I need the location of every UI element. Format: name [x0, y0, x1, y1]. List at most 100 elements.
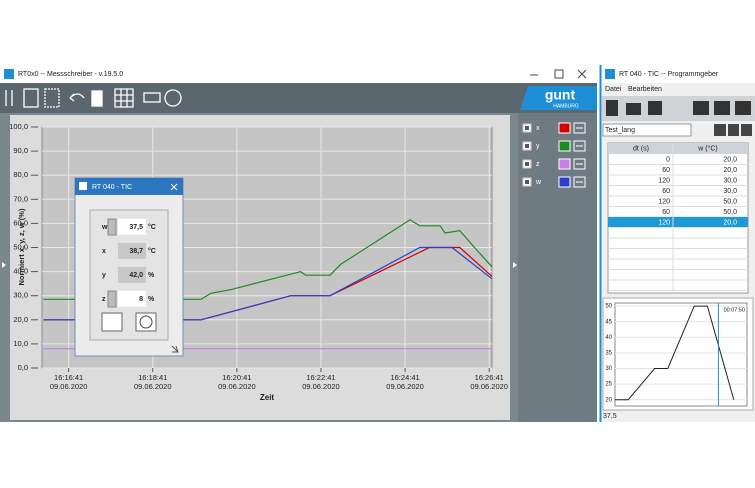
- cell: 50,0: [723, 209, 737, 216]
- close-button[interactable]: [577, 69, 587, 79]
- column-header: w (°C): [697, 144, 718, 152]
- cell: 120: [658, 198, 670, 205]
- value-field[interactable]: [118, 219, 146, 235]
- menu-item[interactable]: Datei: [605, 86, 622, 93]
- field-label: y: [102, 272, 106, 279]
- cell: 30,0: [723, 188, 737, 195]
- field-value: 37,5: [129, 224, 143, 231]
- program-title-bar: [602, 65, 755, 83]
- program-toolbar: [602, 96, 755, 121]
- cell: 120: [658, 219, 670, 226]
- help-button[interactable]: [164, 89, 182, 107]
- cell: 50,0: [723, 198, 737, 205]
- y-tick-label: 100,0: [9, 122, 28, 131]
- cursor-label: 00:07:50: [724, 307, 745, 313]
- legend-line-button[interactable]: [573, 158, 586, 170]
- y-tick-label: 45: [605, 319, 612, 325]
- y-tick-label: 10,0: [13, 339, 28, 348]
- legend-color[interactable]: [558, 140, 571, 152]
- app-icon: [4, 69, 14, 79]
- auto-button[interactable]: [135, 312, 157, 332]
- delete-button[interactable]: [91, 90, 103, 107]
- field-unit: %: [148, 296, 155, 303]
- x-tick-label: 16:22:41: [306, 373, 335, 382]
- logo: [520, 86, 597, 110]
- x-tick-date: 09.06.2020: [302, 382, 340, 391]
- grid-button[interactable]: [114, 88, 134, 108]
- y-tick-label: 50: [605, 304, 612, 310]
- field-value: 42,0: [129, 272, 143, 279]
- program-icon: [605, 69, 615, 79]
- pause-button[interactable]: [728, 124, 739, 136]
- legend-line-button[interactable]: [573, 122, 586, 134]
- series-line: [43, 246, 493, 321]
- legend-label: x: [536, 125, 540, 132]
- spin-button[interactable]: [107, 290, 117, 308]
- spin-button[interactable]: [107, 218, 117, 236]
- resize-grip: [171, 345, 179, 353]
- legend-line-button[interactable]: [573, 176, 586, 188]
- window-title: RT0x0 -- Messschreiber - v.19.5.0: [18, 71, 123, 78]
- y-tick-label: 35: [605, 351, 612, 357]
- export-button[interactable]: [23, 88, 39, 108]
- undo-button[interactable]: [69, 93, 85, 102]
- x-tick-label: 16:18:41: [138, 373, 167, 382]
- field-label: z: [102, 296, 106, 303]
- open-button[interactable]: [626, 103, 641, 115]
- series-line: [43, 219, 493, 300]
- edit-button[interactable]: [735, 101, 751, 115]
- status-value: 37,5: [603, 413, 617, 420]
- legend-line-button[interactable]: [573, 140, 586, 152]
- legend-color[interactable]: [558, 122, 571, 134]
- cell: 60: [662, 209, 670, 216]
- y-tick-label: 90,0: [13, 146, 28, 155]
- maximize-button[interactable]: [554, 69, 564, 79]
- x-tick-date: 09.06.2020: [386, 382, 424, 391]
- pause-button[interactable]: [5, 90, 13, 106]
- x-tick-date: 09.06.2020: [134, 382, 172, 391]
- stop-button[interactable]: [741, 124, 752, 136]
- y-tick-label: 80,0: [13, 170, 28, 179]
- menu-item[interactable]: Bearbeiten: [628, 86, 662, 93]
- field-value: 8: [139, 296, 143, 303]
- toolbar: [0, 83, 597, 113]
- play-button[interactable]: [714, 124, 726, 136]
- insert-row-button[interactable]: [693, 101, 709, 115]
- cell: 120: [658, 177, 670, 184]
- program-name-field[interactable]: [602, 123, 692, 137]
- x-tick-date: 09.06.2020: [218, 382, 256, 391]
- y-tick-label: 70,0: [13, 194, 28, 203]
- cell: 30,0: [723, 177, 737, 184]
- dialog-close[interactable]: [170, 183, 178, 191]
- new-button[interactable]: [606, 100, 618, 116]
- y-tick-label: 20: [605, 397, 612, 403]
- x-tick-label: 16:20:41: [222, 373, 251, 382]
- cell: 0: [666, 156, 670, 163]
- legend-color[interactable]: [558, 158, 571, 170]
- manual-button[interactable]: [101, 312, 123, 332]
- cell: 60: [662, 167, 670, 174]
- save-button[interactable]: [648, 101, 662, 115]
- x-tick-label: 16:16:41: [54, 373, 83, 382]
- logo-city: HAMBURG: [553, 103, 579, 109]
- delete-row-button[interactable]: [714, 101, 730, 115]
- y-tick-label: 60,0: [13, 218, 28, 227]
- x-tick-label: 16:26:41: [475, 373, 504, 382]
- y-tick-label: 50,0: [13, 242, 28, 251]
- x-tick-date: 09.06.2020: [50, 382, 88, 391]
- table-header: [608, 143, 748, 154]
- legend-label: z: [536, 161, 540, 168]
- program-title: RT 040 - TIC -- Programmgeber: [619, 71, 719, 78]
- field-unit: %: [148, 272, 155, 279]
- y-tick-label: 25: [605, 382, 612, 388]
- x-axis-label: Zeit: [260, 393, 275, 402]
- legend-label: w: [535, 179, 542, 186]
- dialog-title: RT 040 - TIC: [92, 184, 132, 191]
- y-tick-label: 30: [605, 366, 612, 372]
- print-button[interactable]: [143, 92, 161, 103]
- value-field[interactable]: [118, 291, 146, 307]
- legend-color[interactable]: [558, 176, 571, 188]
- import-button[interactable]: [44, 88, 60, 108]
- title-bar: [0, 65, 597, 83]
